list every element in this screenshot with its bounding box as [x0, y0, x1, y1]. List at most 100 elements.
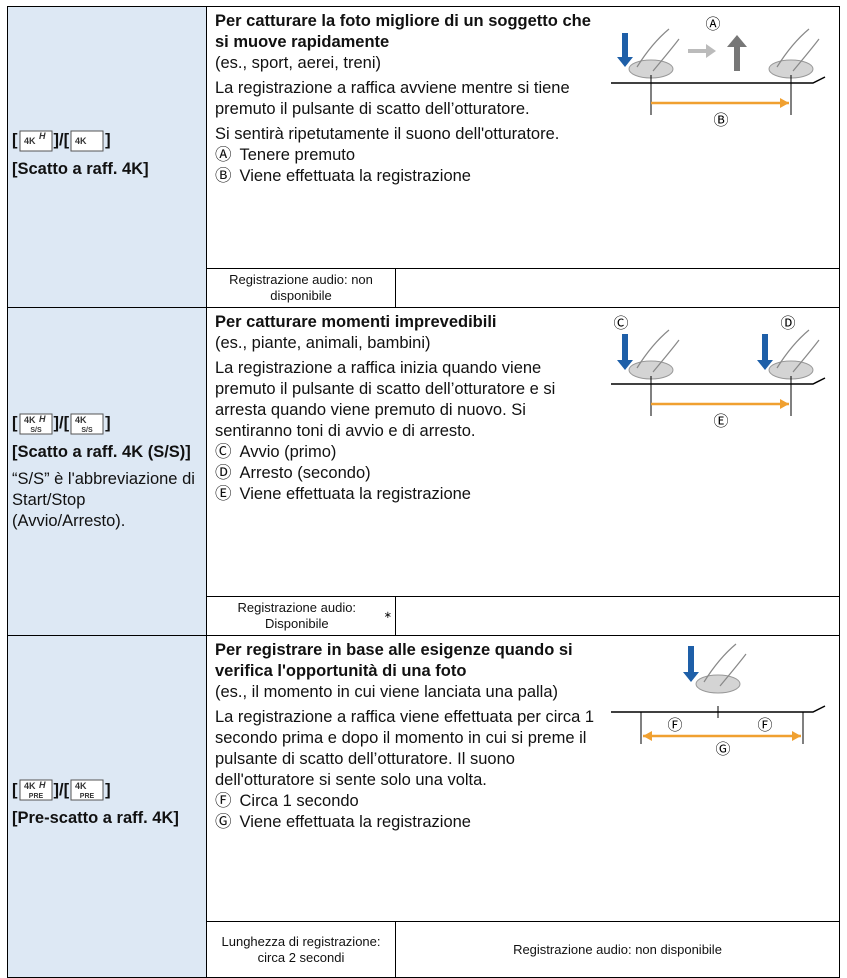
mode-note: “S/S” è l'abbreviazione di Start/Stop (A… [12, 469, 195, 530]
icon-frame [19, 130, 52, 151]
item-text: Circa 1 secondo [239, 792, 359, 810]
icon-text: 4K [75, 136, 87, 146]
bracket: ]/[ [53, 131, 70, 149]
icon-sup: H [39, 414, 46, 424]
timeline [611, 377, 826, 385]
icon-sup: H [39, 131, 46, 141]
list-item: Ⓓ Arresto (secondo) [215, 463, 833, 484]
icon-text: 4K [75, 415, 87, 425]
footer-row: Registrazione audio: non disponibile [8, 268, 840, 308]
diagram: ⒶⒷ [611, 16, 826, 129]
timeline [611, 705, 826, 713]
item-text: Tenere premuto [239, 146, 356, 164]
table-row: [4K H S/S]/[4K S/S] [Scatto a raff. 4K (S/S)… [7, 307, 840, 636]
item-text: Avvio (primo) [239, 443, 337, 461]
arrow-head [757, 360, 773, 370]
item-mark: Ⓖ [215, 813, 232, 831]
item-mark: Ⓑ [215, 167, 232, 185]
bracket: ] [105, 414, 111, 432]
bracket: ] [105, 131, 111, 149]
mode-icons: [4K H]/[4K] [12, 129, 202, 153]
arrow-head [617, 360, 633, 370]
arrow-head [643, 731, 652, 741]
example: (es., il momento in cui viene lanciata u… [215, 683, 559, 701]
finger [776, 28, 820, 72]
diagram-label: Ⓐ [705, 16, 720, 33]
diagram-label: Ⓔ [713, 413, 728, 430]
mode-icons: [4K H S/S]/[4K S/S] [12, 412, 202, 436]
item-mark: Ⓓ [215, 464, 232, 482]
diagram-label: Ⓕ [667, 717, 682, 734]
item-mark: Ⓔ [215, 485, 232, 503]
mode-icon: 4K S/S [70, 413, 104, 434]
heading: Per catturare la foto migliore di un sog… [215, 12, 591, 51]
list-item: Ⓒ Avvio (primo) [215, 442, 833, 463]
footer-text: Registrazione audio: non disponibile [396, 922, 839, 977]
item-text: Viene effettuata la registrazione [239, 813, 471, 831]
diagram-label: Ⓖ [715, 741, 730, 758]
footer-label: Registrazione audio: non disponibile [513, 941, 722, 957]
bracket: [ [12, 131, 18, 149]
footer-text: Registrazione audio: Disponibile ∗ [207, 597, 396, 635]
example: (es., piante, animali, bambini) [215, 334, 431, 352]
mode-icon: 4K PRE [70, 779, 104, 801]
arrow-head [780, 98, 789, 108]
mode-icon: 4K [70, 130, 104, 151]
diagram: Ⓕ Ⓕ Ⓖ [611, 643, 826, 758]
icon-text: 4K [24, 415, 36, 425]
description-cell: Ⓐ Ⓑ Per catturare la foto migliore di un s… [206, 6, 840, 269]
mode-label: [Scatto a raff. 4K] [12, 159, 149, 178]
list-item: Ⓑ Viene effettuata la registrazione [215, 166, 833, 187]
icon-frame [70, 413, 104, 434]
finger [636, 28, 680, 72]
example: (es., sport, aerei, treni) [215, 54, 381, 72]
item-text: Viene effettuata la registrazione [239, 167, 471, 185]
icon-frame [19, 413, 52, 434]
icon-text: 4K [24, 136, 36, 146]
heading: Per catturare momenti imprevedibili [215, 313, 497, 331]
arrow-head [617, 57, 633, 67]
item-text: Viene effettuata la registrazione [239, 485, 471, 503]
footer-text: Registrazione audio: non disponibile [207, 269, 396, 307]
mode-icon: 4K H PRE [19, 779, 52, 801]
finger [703, 643, 747, 687]
icon-sub: PRE [80, 793, 95, 800]
item-text: Arresto (secondo) [239, 464, 371, 482]
mode-label: [Pre-scatto a raff. 4K] [12, 809, 179, 827]
arrow-up [727, 35, 747, 71]
icon-text: 4K [24, 781, 36, 791]
arrow-shaft [622, 33, 628, 59]
mode-cell: [4K H]/[4K] [Scatto a raff. 4K] [7, 6, 207, 308]
diagram: Ⓒ Ⓓ Ⓔ [611, 315, 826, 430]
diagram-label: Ⓕ [757, 717, 772, 734]
icon-sup: H [39, 780, 46, 790]
icon-frame [19, 779, 52, 801]
footer-group: Lunghezza di registrazione: circa 2 seco… [207, 922, 839, 977]
footer-label: Registrazione audio: non disponibile [229, 272, 373, 303]
button [695, 674, 741, 694]
bracket: [ [12, 780, 18, 799]
bracket: ] [105, 780, 111, 799]
arrow-shaft [688, 646, 694, 674]
item-mark: Ⓐ [215, 146, 232, 164]
paragraph: La registrazione a raffica viene effettu… [215, 708, 595, 789]
bracket: [ [12, 414, 18, 432]
icon-sub: PRE [28, 793, 43, 800]
icon-sub: S/S [81, 427, 93, 434]
timeline [611, 76, 826, 84]
icon-frame [70, 779, 104, 801]
footnote-mark: ∗ [383, 610, 392, 621]
icon-frame [70, 130, 104, 151]
list-item: Ⓕ Circa 1 secondo [215, 791, 833, 812]
description-cell: Ⓕ Ⓕ Ⓖ Per registrare in base alle esigenze … [206, 635, 840, 922]
bracket: ]/[ [53, 414, 70, 432]
item-mark: Ⓕ [215, 792, 232, 810]
description-cell: Ⓒ Ⓓ Ⓔ Per catturare momenti imprevedibili (e… [206, 307, 840, 597]
footer-label: Registrazione audio: Disponibile [237, 600, 357, 631]
mode-cell: [4K H S/S]/[4K S/S] [Scatto a raff. 4K (S/S)… [7, 307, 207, 636]
bracket: ]/[ [53, 780, 70, 799]
list-item: Ⓖ Viene effettuata la registrazione [215, 812, 833, 833]
icon-text: 4K [75, 781, 87, 791]
footer-cell: Registrazione audio: Disponibile ∗ [206, 596, 840, 636]
